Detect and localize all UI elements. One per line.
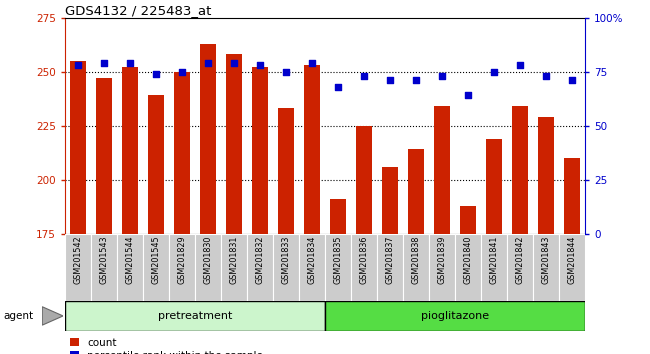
Bar (174, 72, 190, 234)
Bar (351, 234, 377, 301)
Bar (564, 158, 580, 234)
Legend: count, percentile rank within the sample: count, percentile rank within the sample (70, 338, 263, 354)
Point (567, 78, 577, 83)
Text: GSM201843: GSM201843 (541, 236, 551, 284)
Text: GSM201830: GSM201830 (203, 236, 213, 284)
Text: GSM201542: GSM201542 (73, 236, 83, 284)
Bar (403, 234, 429, 301)
Text: GSM201844: GSM201844 (567, 236, 577, 284)
Text: GSM201840: GSM201840 (463, 236, 473, 284)
Bar (247, 234, 273, 301)
Point (281, 69, 291, 74)
Bar (65, 301, 325, 331)
Text: GSM201831: GSM201831 (229, 236, 239, 284)
Bar (143, 234, 169, 301)
Point (437, 73, 447, 79)
Bar (299, 234, 325, 301)
Text: GSM201834: GSM201834 (307, 236, 317, 284)
Bar (507, 234, 533, 301)
Bar (486, 139, 502, 234)
Text: GDS4132 / 225483_at: GDS4132 / 225483_at (65, 4, 211, 17)
Bar (455, 234, 481, 301)
Point (333, 84, 343, 90)
Text: GSM201838: GSM201838 (411, 236, 421, 284)
Point (99, 60, 109, 66)
Bar (200, 44, 216, 234)
Bar (356, 126, 372, 234)
Text: GSM201833: GSM201833 (281, 236, 291, 284)
Point (177, 69, 187, 74)
Text: GSM201832: GSM201832 (255, 236, 265, 284)
Point (229, 60, 239, 66)
Text: GSM201544: GSM201544 (125, 236, 135, 284)
Text: GSM201842: GSM201842 (515, 236, 525, 284)
Bar (429, 234, 455, 301)
Bar (148, 96, 164, 234)
Bar (481, 234, 507, 301)
Bar (226, 55, 242, 234)
Bar (65, 234, 91, 301)
Bar (460, 206, 476, 234)
Bar (169, 234, 195, 301)
Bar (195, 234, 221, 301)
Text: GSM201835: GSM201835 (333, 236, 343, 284)
Point (359, 73, 369, 79)
Text: GSM201545: GSM201545 (151, 236, 161, 284)
Bar (325, 234, 351, 301)
Text: GSM201837: GSM201837 (385, 236, 395, 284)
Point (489, 69, 499, 74)
Text: GSM201841: GSM201841 (489, 236, 499, 284)
Bar (408, 149, 424, 234)
Bar (377, 234, 403, 301)
Text: pretreatment: pretreatment (158, 311, 232, 321)
Bar (304, 65, 320, 234)
Point (541, 73, 551, 79)
Bar (382, 167, 398, 234)
Point (73, 62, 83, 68)
Bar (252, 67, 268, 234)
Bar (122, 67, 138, 234)
Bar (559, 234, 585, 301)
Bar (117, 234, 143, 301)
Bar (91, 234, 117, 301)
Bar (533, 234, 559, 301)
Text: GSM201839: GSM201839 (437, 236, 447, 284)
Bar (70, 61, 86, 234)
Bar (221, 234, 247, 301)
Point (125, 60, 135, 66)
Text: pioglitazone: pioglitazone (421, 311, 489, 321)
Text: GSM201836: GSM201836 (359, 236, 369, 284)
Bar (330, 199, 346, 234)
Text: agent: agent (3, 311, 33, 321)
Bar (538, 117, 554, 234)
Bar (325, 301, 585, 331)
Bar (96, 78, 112, 234)
Point (411, 78, 421, 83)
Bar (278, 108, 294, 234)
Text: GSM201829: GSM201829 (177, 236, 187, 284)
Point (385, 78, 395, 83)
Polygon shape (42, 307, 63, 325)
Point (515, 62, 525, 68)
Bar (273, 234, 299, 301)
Point (307, 60, 317, 66)
Point (203, 60, 213, 66)
Bar (512, 106, 528, 234)
Point (151, 71, 161, 77)
Bar (434, 106, 450, 234)
Point (463, 93, 473, 98)
Point (255, 62, 265, 68)
Text: GSM201543: GSM201543 (99, 236, 109, 284)
